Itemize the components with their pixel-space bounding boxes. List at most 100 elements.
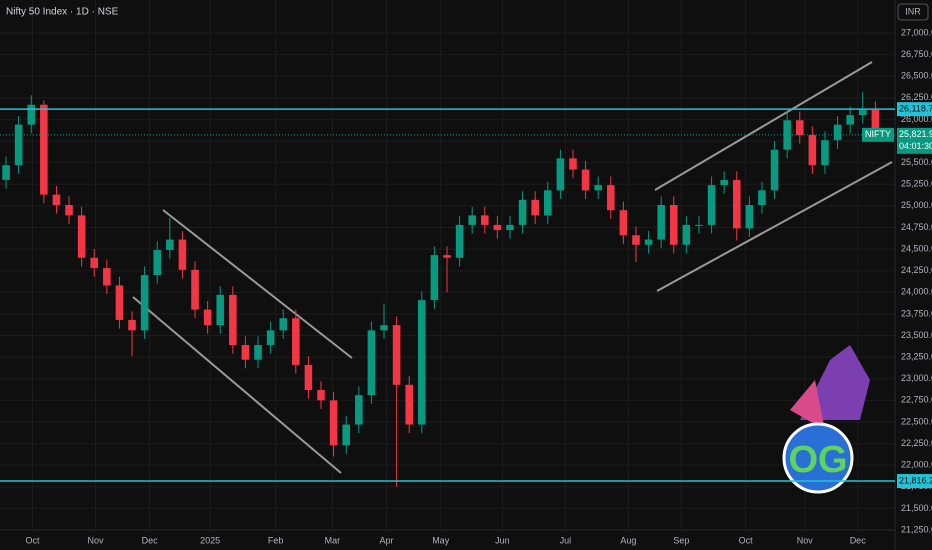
x-tick-label: Nov	[797, 535, 814, 545]
candle-body	[65, 205, 73, 216]
candle-body	[317, 389, 325, 401]
candle-body	[14, 124, 23, 166]
logo-globe	[782, 422, 854, 494]
candle-body	[216, 294, 225, 326]
y-tick-label: 27,000.00	[901, 27, 932, 37]
candle-body	[821, 140, 829, 166]
candle-body	[871, 109, 880, 130]
logo-cape	[790, 380, 825, 430]
candle-body	[241, 345, 250, 360]
y-tick-label: 22,000.00	[901, 460, 932, 470]
y-tick-label: 26,250.00	[901, 92, 932, 102]
trend-line	[162, 209, 353, 359]
candle-body	[770, 149, 779, 191]
candle-body	[581, 169, 590, 191]
level-label: 21,816.20	[899, 475, 932, 485]
candle-body	[481, 215, 489, 225]
y-tick-label: 25,500.00	[901, 157, 932, 167]
y-tick-label: 24,500.00	[901, 243, 932, 253]
candle-body	[405, 384, 413, 425]
x-tick-label: Dec	[142, 535, 159, 545]
trend-line	[132, 296, 342, 474]
candle-body	[544, 190, 552, 216]
y-tick-label: 26,000.00	[901, 114, 932, 124]
countdown-label: 04:01:30	[899, 141, 932, 151]
candle-body	[342, 424, 350, 446]
candle-body	[392, 325, 401, 385]
x-tick-label: Apr	[380, 535, 394, 545]
candle-body	[279, 318, 287, 331]
y-tick-label: 23,250.00	[901, 352, 932, 362]
y-tick-label: 23,500.00	[901, 330, 932, 340]
candle-body	[745, 205, 754, 229]
candle-body	[140, 275, 149, 331]
candle-body	[619, 210, 628, 236]
candle-body	[644, 239, 653, 245]
x-tick-label: Aug	[620, 535, 636, 545]
candle-body	[783, 120, 791, 150]
trend-line	[654, 61, 873, 191]
candle-body	[292, 318, 300, 365]
x-tick-label: Jul	[560, 535, 572, 545]
candle-body	[493, 224, 502, 231]
candle-body	[506, 224, 514, 231]
y-tick-label: 26,500.00	[901, 71, 932, 81]
candle-body	[103, 268, 111, 286]
candle-body	[632, 235, 640, 245]
x-tick-label: Dec	[850, 535, 867, 545]
level-badge	[897, 474, 932, 489]
candle-body	[569, 158, 577, 170]
candle-body	[40, 104, 48, 195]
x-tick-label: May	[432, 535, 450, 545]
logo-text: OG	[788, 439, 847, 481]
candles	[2, 91, 880, 487]
price-badge	[897, 127, 932, 154]
candle-body	[203, 309, 212, 326]
candle-body	[166, 239, 174, 250]
x-tick-label: Sep	[673, 535, 689, 545]
candle-body	[556, 158, 565, 191]
x-tick-label: Nov	[87, 535, 104, 545]
candle-body	[178, 239, 187, 270]
y-tick-label: 22,750.00	[901, 395, 932, 405]
candle-body	[594, 185, 602, 191]
currency-label[interactable]: INR	[905, 6, 921, 16]
candle-body	[254, 345, 262, 360]
candle-body	[669, 205, 678, 245]
y-tick-label: 25,000.00	[901, 200, 932, 210]
candle-body	[833, 124, 842, 141]
x-tick-label: Mar	[325, 535, 341, 545]
symbol-badge	[862, 127, 894, 142]
candle-body	[846, 115, 854, 125]
candle-body	[153, 249, 162, 276]
y-tick-label: 23,000.00	[901, 373, 932, 383]
grid	[0, 0, 895, 531]
candle-body	[418, 300, 426, 425]
candle-body	[606, 185, 615, 211]
y-tick-label: 22,500.00	[901, 416, 932, 426]
candle-body	[329, 400, 338, 446]
x-tick-label: Oct	[739, 535, 754, 545]
x-tick-label: Oct	[25, 535, 40, 545]
candle-body	[380, 325, 388, 331]
x-tick-label: 2025	[200, 535, 220, 545]
candle-body	[682, 224, 691, 245]
candle-body	[695, 224, 703, 226]
logo: OG	[782, 345, 870, 494]
y-tick-label: 21,500.00	[901, 503, 932, 513]
currency-button[interactable]	[897, 3, 929, 21]
level-label: 26,118.75	[899, 104, 932, 114]
candle-body	[443, 255, 451, 258]
candle-body	[355, 395, 363, 425]
y-tick-label: 26,750.00	[901, 49, 932, 59]
symbol-label: NIFTY	[865, 129, 891, 139]
candle-body	[455, 224, 464, 258]
candle-body	[304, 364, 313, 390]
x-tick-label: Jun	[495, 535, 510, 545]
trend-line	[656, 161, 893, 292]
candle-body	[115, 285, 124, 320]
y-tick-label: 25,250.00	[901, 179, 932, 189]
x-tick-label: Feb	[268, 535, 284, 545]
candle-body	[732, 179, 741, 229]
